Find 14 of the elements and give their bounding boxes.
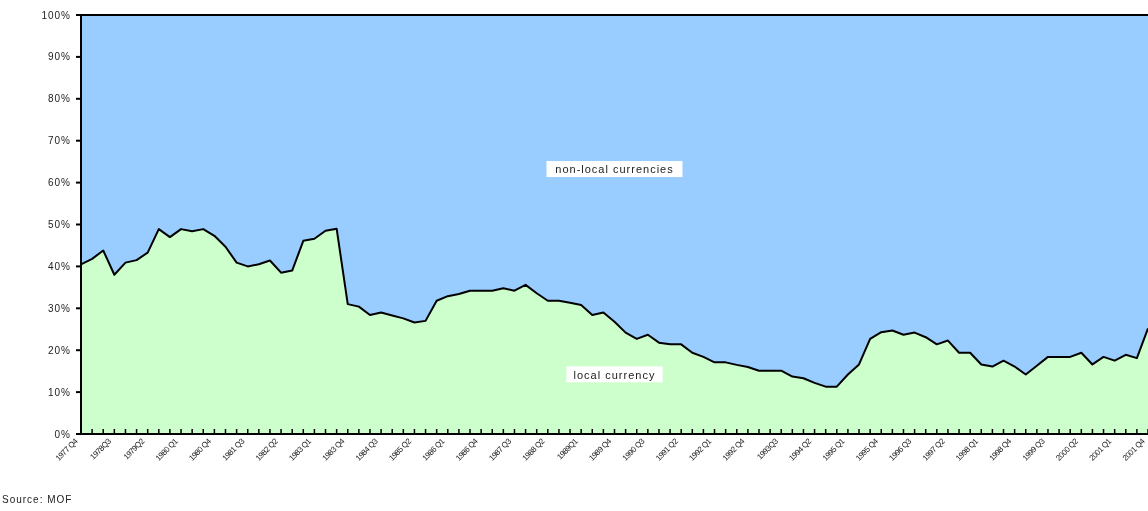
y-tick-label: 80% xyxy=(47,93,71,105)
y-tick-label: 40% xyxy=(47,260,71,272)
y-tick-label: 10% xyxy=(47,386,71,398)
y-tick-label: 90% xyxy=(47,51,71,63)
y-tick-label: 60% xyxy=(47,177,71,189)
series-label: non-local currencies xyxy=(555,163,674,176)
y-tick-label: 0% xyxy=(54,428,71,440)
y-tick-label: 20% xyxy=(47,344,71,356)
y-tick-label: 70% xyxy=(47,135,71,147)
y-tick-label: 30% xyxy=(47,302,71,314)
source-note: Source: MOF xyxy=(2,494,73,505)
y-tick-label: 50% xyxy=(47,219,71,230)
y-tick-label: 100% xyxy=(41,9,71,21)
series-label: local currency xyxy=(573,368,656,381)
